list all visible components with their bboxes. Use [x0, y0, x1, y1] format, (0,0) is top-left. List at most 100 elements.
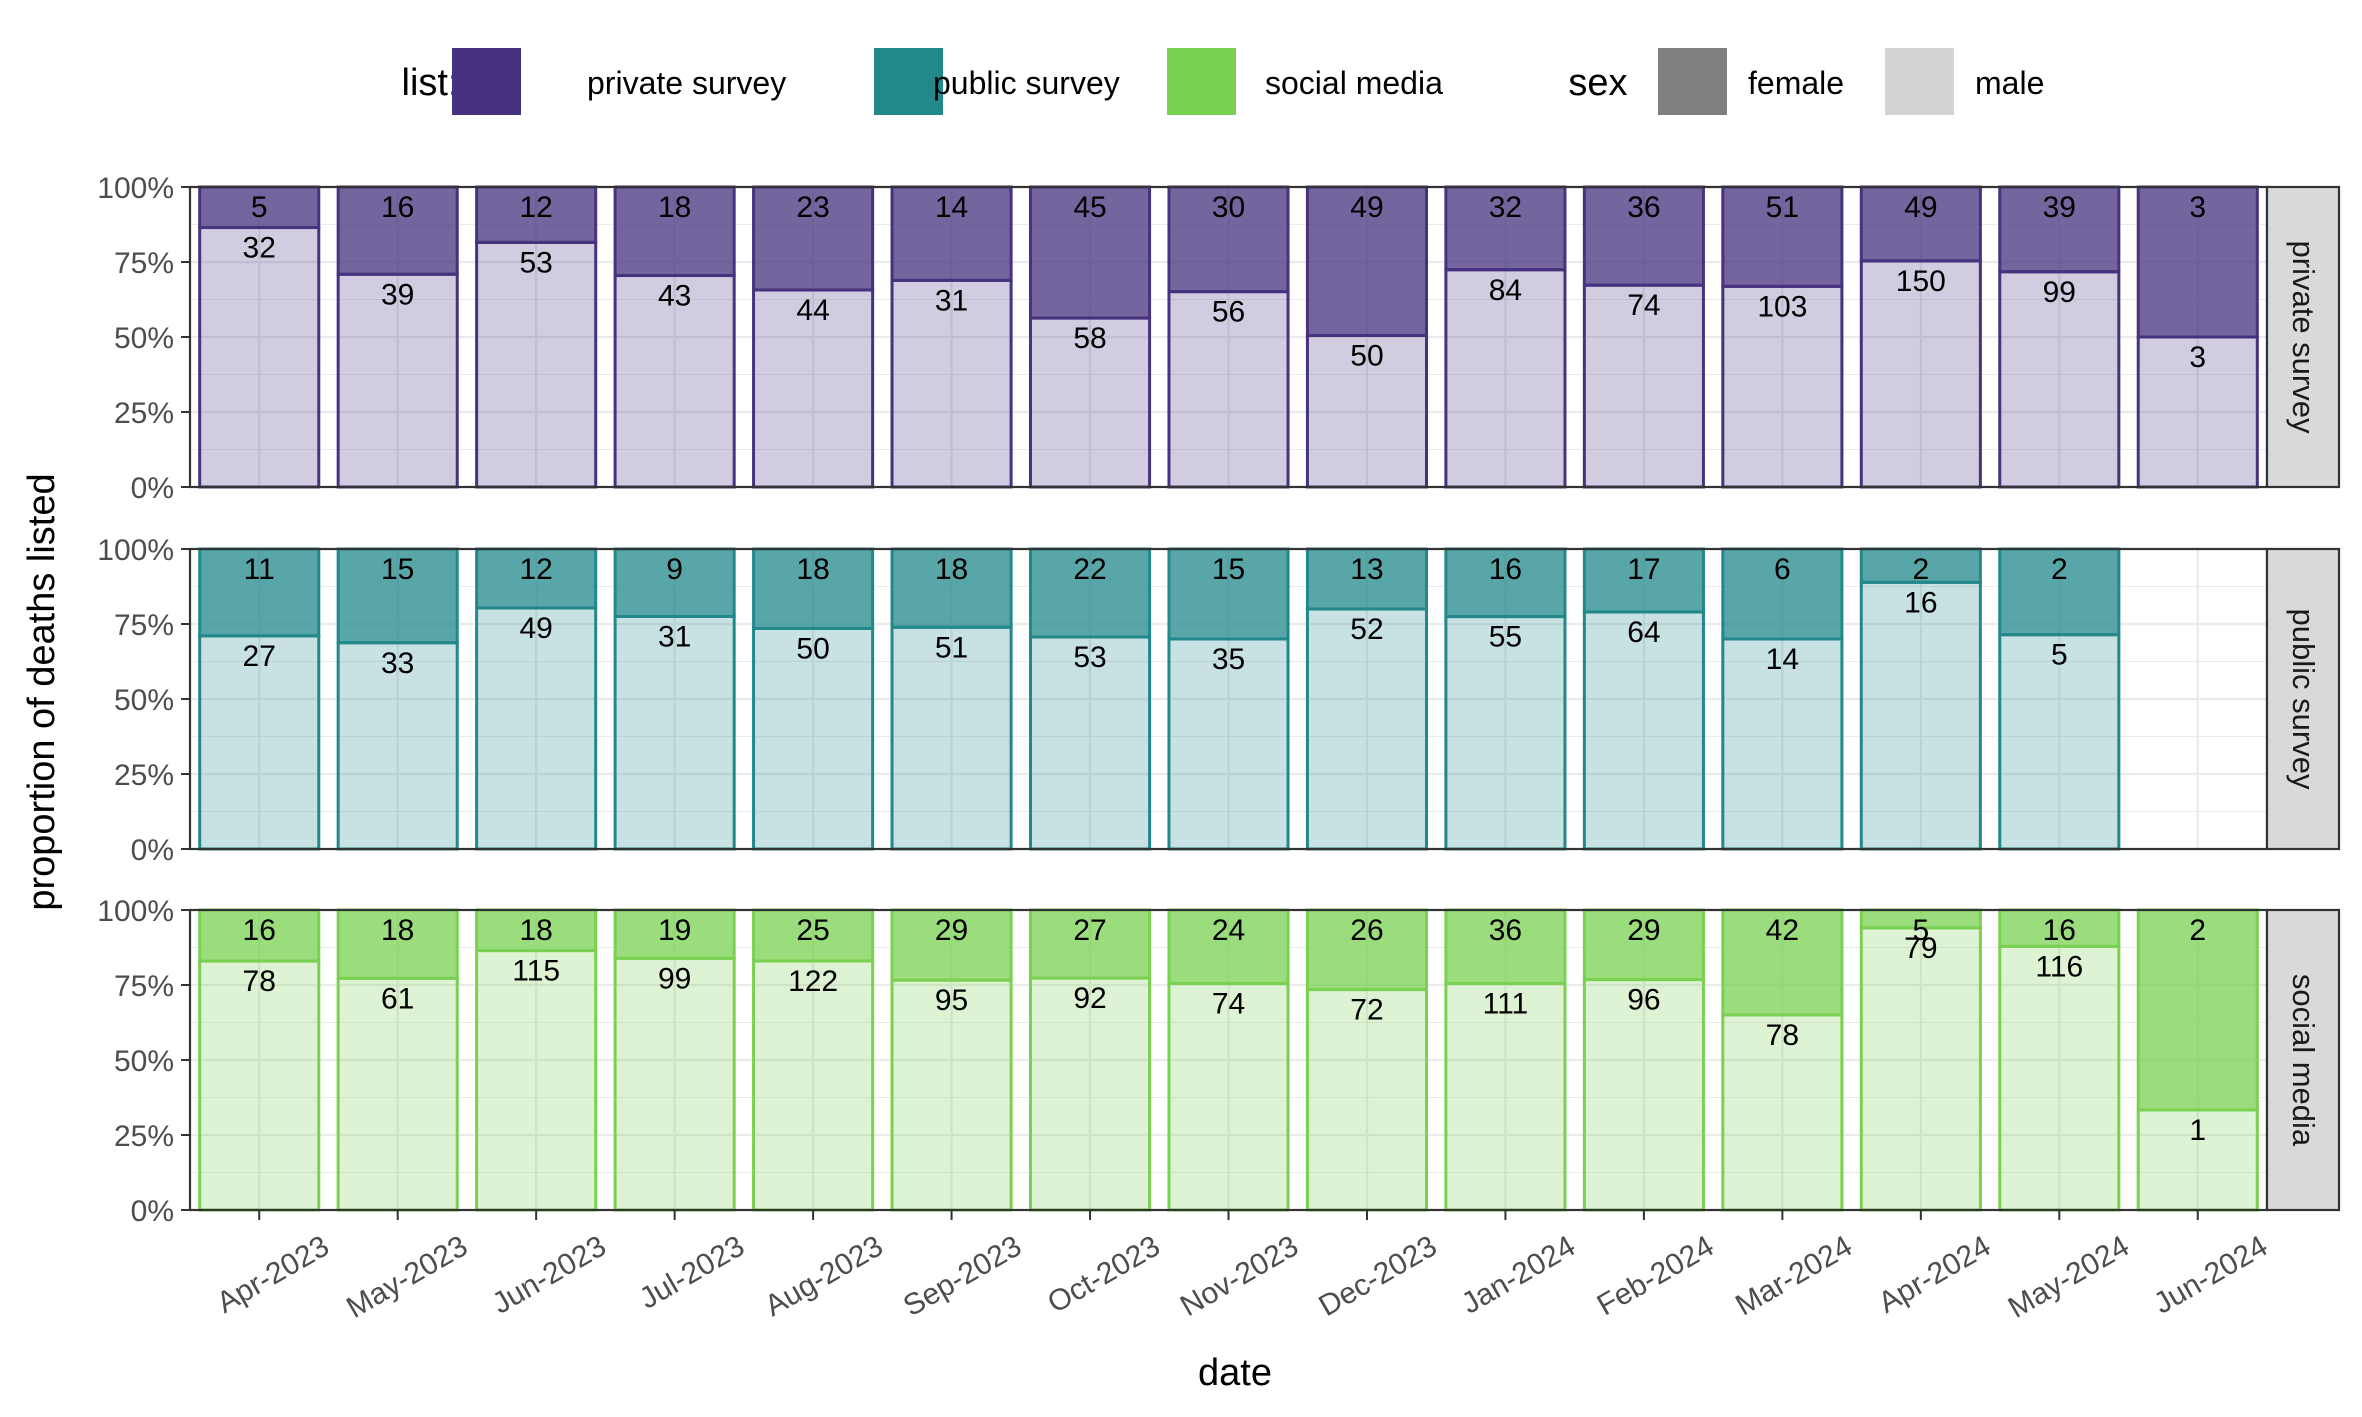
data-label-male: 99	[658, 962, 691, 995]
bar-female	[1028, 185, 1152, 320]
data-label-female: 2	[2051, 553, 2068, 586]
bar-female	[752, 185, 875, 292]
data-label-female: 5	[1912, 914, 1929, 947]
bar-male	[1998, 270, 2121, 489]
bar-female	[198, 185, 321, 230]
data-label-male: 33	[381, 647, 414, 680]
bar-male	[2136, 335, 2259, 489]
bar-male	[198, 634, 321, 851]
bar-male	[1582, 610, 1705, 851]
bar-female	[890, 908, 1013, 982]
y-tick-label: 100%	[97, 172, 174, 205]
bar-female	[475, 908, 598, 953]
y-tick-label: 0%	[131, 472, 174, 505]
bar-male	[890, 625, 1013, 851]
data-label-male: 78	[1766, 1019, 1799, 1052]
strip-social-media	[2265, 908, 2341, 1212]
data-label-female: 3	[2189, 191, 2206, 224]
panel-private-survey: 0% 25% 50% 75% 100% 5 32 16 39 12 53 18 43 23 44 14 31 45…	[97, 172, 2341, 505]
y-tick-label: 100%	[97, 534, 174, 567]
data-label-female: 14	[935, 191, 968, 224]
bar-male	[198, 959, 321, 1212]
data-label-male: 92	[1073, 982, 1106, 1015]
bar-male	[1444, 615, 1567, 851]
strip-label-public-survey: public survey	[2286, 609, 2321, 790]
bar-male	[1305, 333, 1429, 489]
y-tick-label: 25%	[114, 759, 174, 792]
bar-female	[613, 547, 736, 618]
x-axis: Apr-2023 May-2023 Jun-2023 Jul-2023 Aug-2023…	[211, 1210, 2273, 1325]
x-tick-label: Jun-2023	[487, 1229, 612, 1320]
data-label-female: 25	[796, 914, 829, 947]
data-label-male: 43	[658, 280, 691, 313]
data-label-male: 99	[2043, 276, 2076, 309]
legend-swatch-social-media	[1167, 48, 1236, 115]
y-tick-label: 75%	[114, 609, 174, 642]
data-label-female: 30	[1212, 191, 1245, 224]
bar-male	[336, 272, 459, 489]
bar-female	[1305, 908, 1429, 992]
data-label-female: 15	[1212, 553, 1245, 586]
data-label-female: 12	[519, 553, 552, 586]
data-label-male: 31	[658, 621, 691, 654]
data-label-female: 22	[1073, 553, 1106, 586]
data-label-female: 18	[796, 553, 829, 586]
data-label-male: 53	[519, 246, 552, 279]
data-label-female: 18	[381, 914, 414, 947]
data-label-male: 55	[1489, 621, 1522, 654]
legend-label-social-media: social media	[1265, 65, 1443, 101]
bar-male	[1859, 259, 1982, 489]
data-label-female: 26	[1350, 914, 1383, 947]
x-tick-label: Apr-2024	[1873, 1229, 1996, 1319]
bar-female	[198, 908, 321, 963]
x-tick-label: Dec-2023	[1313, 1229, 1442, 1323]
data-label-female: 13	[1350, 553, 1383, 586]
x-tick-label: Mar-2024	[1730, 1229, 1858, 1322]
data-label-female: 16	[243, 914, 276, 947]
bar-female	[1444, 185, 1567, 272]
data-label-male: 95	[935, 984, 968, 1017]
bar-female	[336, 908, 459, 980]
data-label-male: 79	[1904, 932, 1937, 965]
bar-female	[1721, 908, 1844, 1017]
bar-female	[1167, 547, 1290, 641]
y-tick-label: 0%	[131, 834, 174, 867]
strip-private-survey	[2265, 185, 2341, 489]
data-label-female: 36	[1489, 914, 1522, 947]
data-label-female: 2	[2189, 914, 2206, 947]
x-tick-label: May-2023	[341, 1229, 473, 1324]
data-label-female: 51	[1766, 191, 1799, 224]
data-label-female: 11	[244, 553, 275, 586]
data-label-male: 58	[1073, 322, 1106, 355]
data-label-female: 45	[1073, 191, 1106, 224]
bar-male	[890, 978, 1013, 1212]
bar-female	[475, 185, 598, 244]
x-tick-label: Oct-2023	[1042, 1229, 1165, 1319]
y-tick-label: 100%	[97, 895, 174, 928]
x-tick-label: Jan-2024	[1456, 1229, 1581, 1320]
bar-male	[2136, 1108, 2259, 1212]
data-label-female: 12	[519, 191, 552, 224]
data-label-male: 31	[935, 284, 968, 317]
bar-male	[1167, 290, 1290, 489]
bar-female	[1444, 547, 1567, 619]
bar-male	[1859, 926, 1982, 1212]
data-label-male: 51	[935, 631, 968, 664]
bar-male	[475, 240, 598, 489]
bar-male	[475, 949, 598, 1212]
data-label-male: 74	[1627, 289, 1660, 322]
bar-male	[1028, 976, 1152, 1212]
bar-male	[198, 226, 321, 489]
y-tick-label: 0%	[131, 1195, 174, 1228]
strip-label-private-survey: private survey	[2286, 241, 2321, 434]
data-label-male: 64	[1627, 616, 1660, 649]
data-label-female: 16	[1489, 553, 1522, 586]
legend-swatch-private-survey	[452, 48, 521, 115]
data-label-male: 1	[2189, 1114, 2206, 1147]
data-label-female: 6	[1774, 553, 1791, 586]
panels: 0%25%50%75%100%5321639125318432344143145…	[97, 172, 2341, 1228]
legend-list-title: list:	[402, 62, 459, 104]
data-label-male: 122	[788, 965, 838, 998]
bar-male	[1998, 944, 2121, 1212]
